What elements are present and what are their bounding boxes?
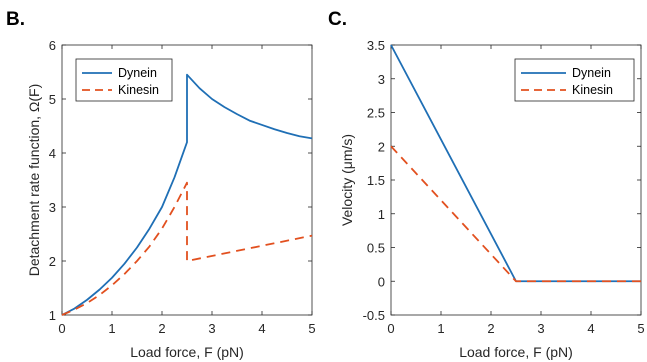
legend-label-kinesin-b: Kinesin	[118, 83, 159, 97]
legend-b: Dynein Kinesin	[75, 58, 173, 102]
x-tick-label: 4	[587, 321, 594, 336]
legend-c: Dynein Kinesin	[514, 58, 635, 102]
y-ticks-b: 1 2 3 4 5 6	[49, 38, 312, 323]
y-tick-label: 1	[378, 207, 385, 222]
x-tick-label: 0	[58, 321, 65, 336]
plot-box-b	[61, 44, 313, 316]
legend-box-c	[514, 58, 635, 102]
series-line-kinesin	[61, 181, 313, 316]
x-tick-label: 3	[537, 321, 544, 336]
series-lines-c	[390, 44, 641, 283]
x-tick-label: 1	[437, 321, 444, 336]
y-tick-label: 0	[378, 274, 385, 289]
y-axis-label-b: Detachment rate function, Ω(F)	[26, 84, 42, 277]
y-tick-label: 1	[49, 308, 56, 323]
y-ticks-c: -0.5 0 0.5 1 1.5 2 2.5 3 3.5	[363, 38, 641, 323]
panel-label-c: C.	[328, 9, 347, 30]
y-tick-label: -0.5	[363, 308, 385, 323]
y-tick-label: 4	[49, 146, 56, 161]
x-tick-label: 2	[487, 321, 494, 336]
legend-box-b	[75, 58, 173, 102]
legend-label-kinesin-c: Kinesin	[572, 83, 613, 97]
x-tick-label: 4	[258, 321, 265, 336]
legend-label-dynein-b: Dynein	[118, 66, 157, 80]
y-tick-label: 6	[49, 38, 56, 53]
x-tick-label: 2	[158, 321, 165, 336]
y-tick-label: 1.5	[367, 173, 385, 188]
y-axis-label-c: Velocity (μm/s)	[339, 134, 355, 226]
panel-label-b: B.	[6, 9, 25, 30]
x-ticks-b: 0 1 2 3 4 5	[58, 45, 316, 336]
series-line-dynein	[61, 73, 313, 316]
x-tick-label: 3	[208, 321, 215, 336]
y-tick-label: 0.5	[367, 241, 385, 256]
x-axis-label-b: Load force, F (pN)	[130, 344, 244, 360]
legend-label-dynein-c: Dynein	[572, 66, 611, 80]
x-axis-label-c: Load force, F (pN)	[459, 344, 573, 360]
y-tick-label: 3.5	[367, 38, 385, 53]
x-tick-label: 5	[637, 321, 644, 336]
y-tick-label: 3	[378, 72, 385, 87]
x-tick-label: 5	[308, 321, 315, 336]
x-tick-label: 0	[387, 321, 394, 336]
x-tick-label: 1	[108, 321, 115, 336]
y-tick-label: 2.5	[367, 106, 385, 121]
series-line-kinesin	[390, 145, 641, 283]
y-tick-label: 2	[378, 139, 385, 154]
series-lines-b	[61, 73, 313, 316]
y-tick-label: 3	[49, 200, 56, 215]
y-tick-label: 5	[49, 92, 56, 107]
y-tick-label: 2	[49, 254, 56, 269]
